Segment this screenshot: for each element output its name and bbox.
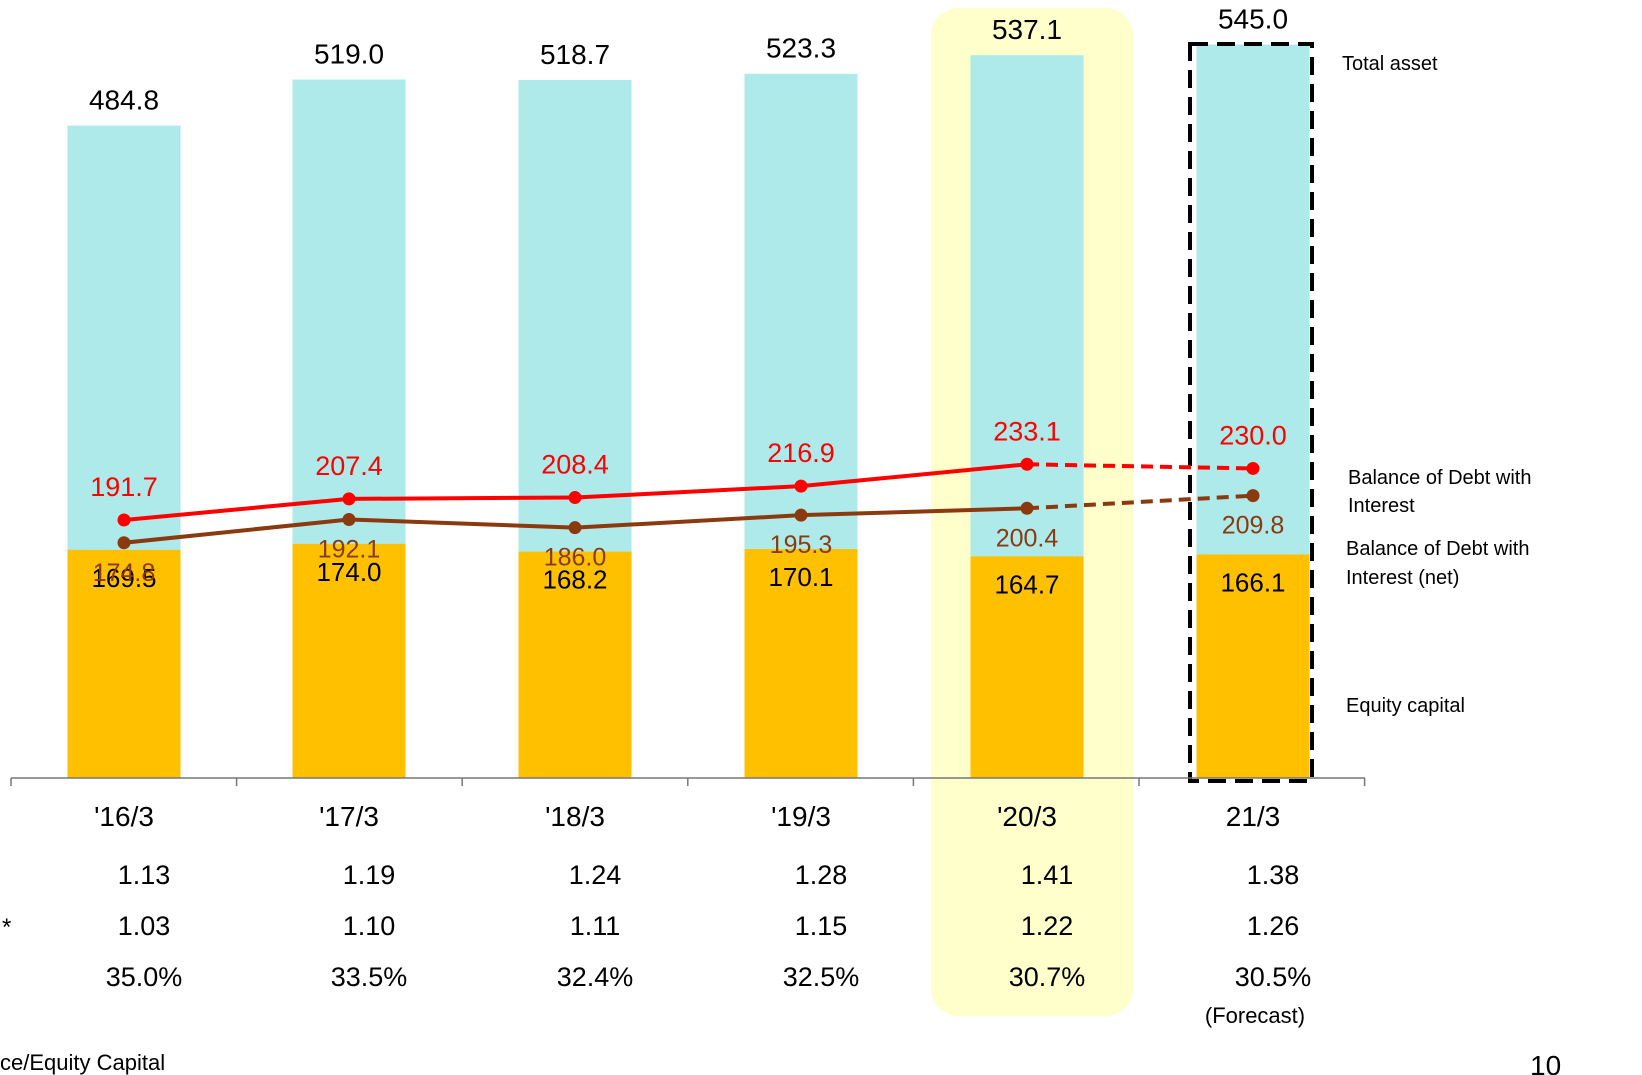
- debt-value: 191.7: [90, 472, 158, 502]
- legend-equity-capital: Equity capital: [1346, 695, 1465, 717]
- bar-equity-capital: [67, 549, 181, 778]
- footnote: ce/Equity Capital: [0, 1050, 165, 1075]
- total-asset-value: 537.1: [992, 14, 1062, 45]
- bar-equity-capital: [970, 556, 1084, 778]
- total-asset-value: 523.3: [766, 33, 836, 64]
- ratio-value: 1.03: [118, 911, 171, 941]
- legend-net-line1: Balance of Debt with: [1346, 538, 1529, 560]
- category-label: '19/3: [771, 801, 831, 832]
- debt-net-line-segment: [123, 517, 350, 545]
- legend-debt-line1: Balance of Debt with: [1348, 467, 1531, 489]
- category-label: '20/3: [997, 801, 1057, 832]
- forecast-box: [1188, 42, 1314, 783]
- ratio-value: 30.7%: [1009, 962, 1086, 992]
- debt-line-point: [568, 491, 582, 505]
- ratio-value: 30.5%: [1235, 962, 1312, 992]
- equity-value: 169.5: [91, 563, 156, 593]
- ratio-value: 35.0%: [106, 962, 183, 992]
- debt-value: 207.4: [315, 451, 383, 481]
- legend-total-asset: Total asset: [1342, 53, 1438, 75]
- total-asset-value: 518.7: [540, 39, 610, 70]
- ratio-value: 1.28: [795, 860, 848, 890]
- row-marker: *: [2, 914, 11, 941]
- equity-value: 170.1: [768, 562, 833, 592]
- forecast-label: (Forecast): [1205, 1003, 1305, 1028]
- bar-equity-capital: [1196, 554, 1310, 778]
- debt-line-point: [1246, 461, 1260, 475]
- category-label: '17/3: [319, 801, 379, 832]
- bar-equity-capital: [744, 549, 858, 778]
- category-label: '16/3: [94, 801, 154, 832]
- legend-net-line2: Interest (net): [1346, 567, 1459, 589]
- ratio-value: 32.5%: [783, 962, 860, 992]
- debt-line-segment: [348, 495, 576, 501]
- debt-net-line-segment: [800, 506, 1028, 518]
- total-asset-value: 484.8: [89, 85, 159, 116]
- debt-line-segment: [123, 496, 350, 523]
- debt-net-value: 186.0: [544, 544, 607, 572]
- ratio-value: 1.38: [1247, 860, 1300, 890]
- ratio-value: 1.13: [118, 860, 171, 890]
- ratio-value: 1.10: [343, 911, 396, 941]
- ratio-value: 1.15: [795, 911, 848, 941]
- equity-value: 166.1: [1220, 567, 1285, 597]
- ratio-value: 1.26: [1247, 911, 1300, 941]
- debt-line-point: [794, 479, 808, 493]
- debt-net-line-point: [1246, 489, 1260, 503]
- debt-line-segment: [800, 462, 1028, 489]
- ratio-value: 1.22: [1021, 911, 1074, 941]
- equity-value: 168.2: [542, 565, 607, 595]
- debt-net-value: 209.8: [1222, 512, 1285, 540]
- debt-line-point: [1020, 457, 1034, 471]
- debt-line-point: [117, 513, 131, 527]
- bar-equity-capital: [292, 543, 406, 778]
- ratio-value: 33.5%: [331, 962, 408, 992]
- debt-net-line-point: [794, 508, 808, 522]
- debt-net-line-segment: [574, 513, 802, 530]
- equity-value: 174.0: [316, 557, 381, 587]
- ratio-value: 1.11: [570, 911, 621, 941]
- ratio-value: 1.24: [569, 860, 622, 890]
- ratio-value: 1.41: [1021, 860, 1074, 890]
- legend-debt-line2: Interest: [1348, 495, 1415, 517]
- debt-value: 216.9: [767, 438, 835, 468]
- debt-line-point: [342, 492, 356, 506]
- category-label: '18/3: [545, 801, 605, 832]
- debt-value: 230.0: [1219, 420, 1287, 450]
- debt-net-line-point: [568, 521, 582, 535]
- equity-value: 164.7: [994, 569, 1059, 599]
- debt-value: 233.1: [993, 416, 1061, 446]
- debt-net-value: 200.4: [996, 524, 1059, 552]
- ratio-value: 1.19: [343, 860, 396, 890]
- debt-line-segment: [574, 484, 802, 500]
- page-number: 10: [1530, 1050, 1561, 1075]
- ratio-value: 32.4%: [557, 962, 634, 992]
- debt-net-line-segment: [348, 517, 576, 530]
- bar-equity-capital: [518, 551, 632, 778]
- debt-net-line-point: [342, 512, 356, 526]
- total-asset-value: 545.0: [1218, 4, 1288, 35]
- category-label: 21/3: [1226, 801, 1281, 832]
- debt-net-value: 192.1: [318, 535, 381, 563]
- debt-value: 208.4: [541, 450, 609, 480]
- debt-net-value: 195.3: [770, 531, 833, 559]
- total-asset-value: 519.0: [314, 39, 384, 70]
- debt-net-value: 174.8: [93, 559, 156, 587]
- debt-net-line-point: [1020, 501, 1034, 515]
- debt-net-line-point: [117, 536, 131, 550]
